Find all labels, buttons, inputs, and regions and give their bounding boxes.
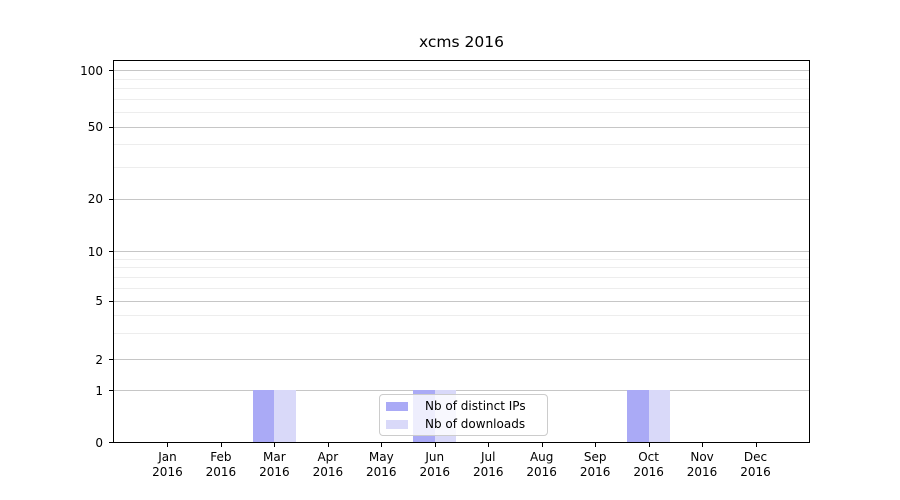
x-tick-label-year: 2016 [472,465,504,479]
legend-label-distinct-ips: Nb of distinct IPs [425,399,526,413]
gridline-minor [114,99,809,101]
gridline-minor [114,287,809,289]
x-tick [434,443,436,447]
x-tick-label-month: May [368,450,394,464]
y-tick [109,359,113,361]
gridline-minor [114,78,809,80]
bar-distinct-ips [627,390,649,442]
legend: Nb of distinct IPs Nb of downloads [379,394,548,436]
x-tick-label-year: 2016 [526,465,557,479]
gridline-major [114,70,809,72]
y-tick-label: 20 [87,192,103,207]
y-tick [109,300,113,302]
x-tick-label-year: 2016 [686,465,718,479]
gridline-minor [114,267,809,269]
y-tick [109,390,113,392]
chart-title: xcms 2016 [419,33,504,51]
gridline-major [114,390,809,392]
x-tick [648,443,650,447]
x-tick [595,443,597,447]
gridline-minor [114,276,809,278]
x-tick-label-month: Apr [317,450,339,464]
x-tick-label: Oct 2016 [621,450,677,480]
bar-downloads [274,390,296,442]
x-tick-label: Jul 2016 [460,450,516,480]
legend-swatch-distinct-ips [386,401,408,411]
bar-downloads [648,390,671,442]
x-tick-label: Jan 2016 [139,450,195,480]
x-tick-label-year: 2016 [419,465,451,479]
y-tick [109,70,113,72]
x-tick-label: Feb 2016 [193,450,249,480]
x-tick [541,443,543,447]
x-tick [167,443,169,447]
y-tick [109,442,113,443]
gridline-major [114,359,809,361]
legend-entry-downloads: Nb of downloads [386,416,541,432]
y-tick [109,251,113,253]
gridline-minor [114,111,809,113]
x-tick-label: May 2016 [353,450,409,480]
gridline-minor [114,314,809,316]
y-tick-label: 0 [95,435,103,450]
gridline-minor [114,88,809,90]
y-tick-label: 5 [95,294,103,309]
x-tick-label-month: Jun [425,450,445,464]
x-tick-label: Jun 2016 [407,450,463,480]
gridline-major [114,198,809,200]
y-tick [109,126,113,128]
gridline-major [114,251,809,253]
x-tick-label: Nov 2016 [674,450,730,480]
bar-distinct-ips [252,390,275,442]
x-tick-label-month: Nov [690,450,714,464]
gridline-major [114,126,809,128]
x-tick-label-year: 2016 [740,465,771,479]
x-tick-label-month: Aug [529,450,554,464]
x-tick-label-month: Jan [158,450,177,464]
x-tick-label-year: 2016 [366,465,397,479]
legend-swatch-downloads [386,419,408,429]
x-tick [488,443,490,447]
y-tick-label: 2 [95,352,103,367]
x-tick-label: Sep 2016 [567,450,623,480]
x-tick [702,443,704,447]
x-tick-label-month: Sep [583,450,607,464]
x-tick-label-month: Dec [743,450,768,464]
legend-entry-distinct-ips: Nb of distinct IPs [386,398,541,414]
x-tick-label: Mar 2016 [246,450,302,480]
y-tick [109,198,113,200]
x-tick [381,443,383,447]
x-tick-label-month: Oct [638,450,659,464]
x-tick-label: Dec 2016 [728,450,784,480]
x-tick-label-month: Mar [263,450,286,464]
x-tick-label: Apr 2016 [300,450,356,480]
gridline-minor [114,166,809,168]
plot-area: Nb of distinct IPs Nb of downloads [113,60,810,443]
legend-label-downloads: Nb of downloads [425,417,526,431]
y-tick-label: 100 [80,63,103,78]
y-tick-label: 10 [87,244,103,259]
x-tick-label-year: 2016 [205,465,237,479]
x-tick [220,443,222,447]
x-tick-label-year: 2016 [152,465,183,479]
x-tick-label-year: 2016 [633,465,664,479]
gridline-minor [114,144,809,146]
x-tick-label-year: 2016 [579,465,611,479]
x-tick [327,443,329,447]
x-tick [274,443,276,447]
gridline-major [114,300,809,302]
x-tick-label: Aug 2016 [514,450,570,480]
gridline-minor [114,333,809,335]
gridline-minor [114,258,809,260]
x-tick-label-year: 2016 [259,465,290,479]
x-tick-label-month: Jul [480,450,496,464]
x-tick-label-year: 2016 [312,465,344,479]
y-tick-label: 1 [95,383,103,398]
y-tick-label: 50 [87,120,103,135]
x-tick-label-month: Feb [210,450,232,464]
x-tick [755,443,757,447]
